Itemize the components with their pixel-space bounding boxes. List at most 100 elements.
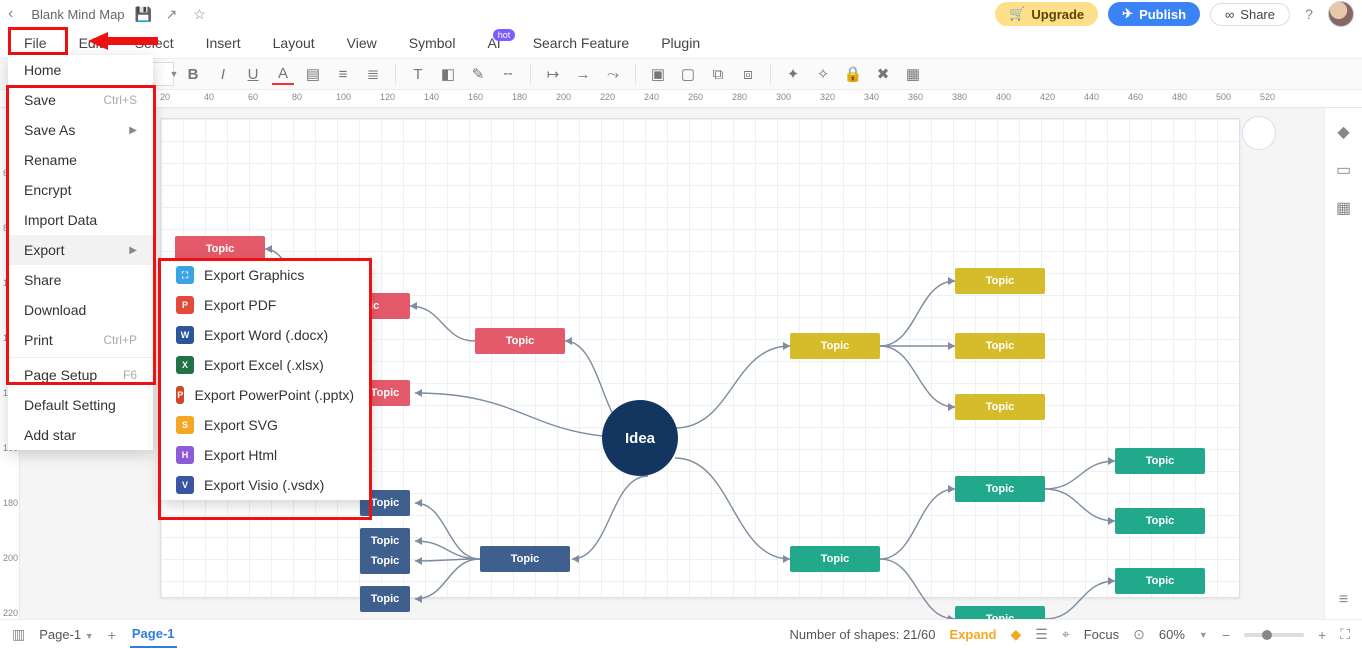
font-color-icon[interactable]: A <box>272 63 294 85</box>
zoom-in-icon[interactable]: + <box>1318 627 1326 643</box>
play-icon[interactable]: ⊙ <box>1133 626 1145 643</box>
file-menu-save[interactable]: SaveCtrl+S <box>8 85 153 115</box>
file-menu-encrypt[interactable]: Encrypt <box>8 175 153 205</box>
mindmap-node[interactable]: Topic <box>955 333 1045 359</box>
minimap[interactable] <box>1242 116 1276 150</box>
mindmap-node[interactable]: Topic <box>175 236 265 262</box>
export-export-svg[interactable]: SExport SVG <box>160 410 370 440</box>
add-page-icon[interactable]: + <box>108 627 116 643</box>
export-export-powerpoint-pptx-[interactable]: PExport PowerPoint (.pptx) <box>160 380 370 410</box>
open-external-icon[interactable]: ↗ <box>163 6 181 23</box>
expand-link[interactable]: Expand <box>950 627 997 642</box>
menu-file[interactable]: File <box>24 35 47 51</box>
zoom-slider[interactable] <box>1244 633 1304 637</box>
upgrade-button[interactable]: 🛒Upgrade <box>995 2 1098 26</box>
menu-layout[interactable]: Layout <box>273 35 315 51</box>
italic-icon[interactable]: I <box>212 63 234 85</box>
tools-icon[interactable]: ✖ <box>872 63 894 85</box>
file-menu-export[interactable]: Export▶ <box>8 235 153 265</box>
menu-plugin[interactable]: Plugin <box>661 35 700 51</box>
mindmap-node[interactable]: Topic <box>1115 568 1205 594</box>
publish-button[interactable]: ✈Publish <box>1108 2 1200 26</box>
mindmap-node[interactable]: Topic <box>480 546 570 572</box>
mindmap-node[interactable]: Topic <box>790 546 880 572</box>
mindmap-node[interactable]: Topic <box>955 606 1045 619</box>
export-submenu[interactable]: ⛶Export GraphicsPExport PDFWExport Word … <box>160 260 370 500</box>
diamond-icon[interactable]: ◆ <box>1010 626 1021 643</box>
mindmap-node[interactable]: Topic <box>955 476 1045 502</box>
export-export-visio-vsdx-[interactable]: VExport Visio (.vsdx) <box>160 470 370 500</box>
connector-start-icon[interactable]: ↦ <box>542 63 564 85</box>
ungroup-icon[interactable]: ⧈ <box>737 63 759 85</box>
file-menu-home[interactable]: Home <box>8 55 153 85</box>
export-export-word-docx-[interactable]: WExport Word (.docx) <box>160 320 370 350</box>
star-icon[interactable]: ☆ <box>191 6 209 23</box>
focus-label[interactable]: Focus <box>1084 627 1119 642</box>
page-select[interactable]: Page-1 ▼ <box>39 627 93 642</box>
bold-icon[interactable]: B <box>182 63 204 85</box>
mindmap-center[interactable]: Idea <box>602 400 678 476</box>
menu-symbol[interactable]: Symbol <box>409 35 456 51</box>
highlight-icon[interactable]: ▤ <box>302 63 324 85</box>
menu-edit[interactable]: Edit <box>79 35 103 51</box>
pages-icon[interactable]: ▥ <box>12 626 25 643</box>
export-export-excel-xlsx-[interactable]: XExport Excel (.xlsx) <box>160 350 370 380</box>
help-icon[interactable]: ? <box>1300 6 1318 22</box>
fullscreen-icon[interactable]: ⛶ <box>1340 626 1350 643</box>
apps-icon[interactable]: ▦ <box>1336 198 1351 218</box>
menu-ai[interactable]: AIhot <box>487 35 500 51</box>
file-menu-share[interactable]: Share <box>8 265 153 295</box>
pen-icon[interactable]: ✎ <box>467 63 489 85</box>
file-menu-page-setup[interactable]: Page SetupF6 <box>8 360 153 390</box>
share-button[interactable]: ∞Share <box>1210 3 1290 26</box>
file-menu-download[interactable]: Download <box>8 295 153 325</box>
mindmap-node[interactable]: Topic <box>955 268 1045 294</box>
layer-back-icon[interactable]: ▢ <box>677 63 699 85</box>
underline-icon[interactable]: U <box>242 63 264 85</box>
mindmap-node[interactable]: Topic <box>790 333 880 359</box>
zoom-out-icon[interactable]: − <box>1222 627 1230 643</box>
export-export-graphics[interactable]: ⛶Export Graphics <box>160 260 370 290</box>
file-menu-default-setting[interactable]: Default Setting <box>8 390 153 420</box>
lock-icon[interactable]: 🔒 <box>842 63 864 85</box>
menu-view[interactable]: View <box>347 35 377 51</box>
focus-target-icon[interactable]: ⌖ <box>1062 626 1070 643</box>
connector-end-icon[interactable]: → <box>572 63 594 85</box>
effects-icon[interactable]: ✦ <box>782 63 804 85</box>
avatar[interactable] <box>1328 1 1354 27</box>
menu-insert[interactable]: Insert <box>206 35 241 51</box>
mindmap-node[interactable]: Topic <box>955 394 1045 420</box>
mindmap-node[interactable]: Topic <box>360 586 410 612</box>
fill-bucket-icon[interactable]: ◆ <box>1337 122 1349 142</box>
line-spacing-icon[interactable]: ≣ <box>362 63 384 85</box>
image-icon[interactable]: ▭ <box>1336 160 1351 180</box>
table-icon[interactable]: ▦ <box>902 63 924 85</box>
save-icon[interactable]: 💾 <box>135 6 153 23</box>
fill-icon[interactable]: ◧ <box>437 63 459 85</box>
connector-style-icon[interactable]: ⤳ <box>602 63 624 85</box>
file-menu-add-star[interactable]: Add star <box>8 420 153 450</box>
group-icon[interactable]: ⧉ <box>707 63 729 85</box>
mindmap-node[interactable]: Topic <box>360 548 410 574</box>
text-tool-icon[interactable]: T <box>407 63 429 85</box>
file-menu-save-as[interactable]: Save As▶ <box>8 115 153 145</box>
mindmap-node[interactable]: Topic <box>1115 448 1205 474</box>
mindmap-node[interactable]: Topic <box>1115 508 1205 534</box>
export-export-html[interactable]: HExport Html <box>160 440 370 470</box>
file-menu-rename[interactable]: Rename <box>8 145 153 175</box>
align-icon[interactable]: ≡ <box>332 63 354 85</box>
line-style-icon[interactable]: ╌ <box>497 63 519 85</box>
mindmap-node[interactable]: Topic <box>475 328 565 354</box>
export-export-pdf[interactable]: PExport PDF <box>160 290 370 320</box>
zoom-level[interactable]: 60% <box>1159 627 1185 642</box>
file-menu-import-data[interactable]: Import Data <box>8 205 153 235</box>
layers2-icon[interactable]: ☰ <box>1035 626 1048 643</box>
back-icon[interactable]: ‹ <box>8 5 13 23</box>
file-menu-dropdown[interactable]: HomeSaveCtrl+SSave As▶RenameEncryptImpor… <box>8 55 153 450</box>
file-menu-print[interactable]: PrintCtrl+P <box>8 325 153 355</box>
menu-select[interactable]: Select <box>135 35 174 51</box>
magic-icon[interactable]: ✧ <box>812 63 834 85</box>
menu-search-feature[interactable]: Search Feature <box>533 35 630 51</box>
layer-front-icon[interactable]: ▣ <box>647 63 669 85</box>
page-tab[interactable]: Page-1 <box>130 621 177 648</box>
